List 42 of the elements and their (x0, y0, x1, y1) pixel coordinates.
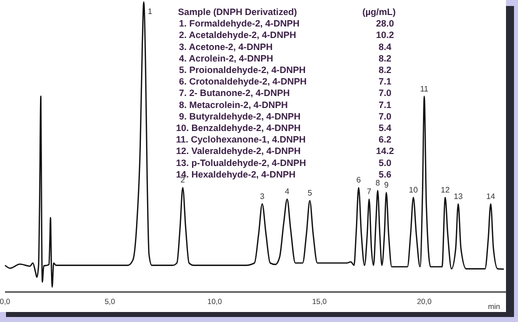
annotation: 5.0 (378, 158, 392, 168)
annotation: 28.0 (376, 18, 394, 29)
annotation: 1 (148, 7, 153, 16)
annotation: 5 (308, 188, 313, 198)
annotation: 3. Acetone-2, 4-DNPH (179, 42, 273, 52)
annotation: (µg/mL) (362, 7, 396, 17)
annotation: 12. Valeraldehyde-2, 4-DNPH (176, 146, 301, 156)
annotation: 7.1 (378, 76, 392, 87)
annotation: 9. Butyraldehyde-2, 4-DNPH (179, 111, 301, 122)
annotation: 13. p-Tolualdehyde-2, 4-DNPH (176, 158, 306, 168)
annotation: 6. Crotonaldehyde-2, 4-DNPH (179, 76, 307, 87)
annotation: 14 (486, 192, 496, 201)
annotation: 7.0 (378, 111, 392, 122)
annotation: 10 (408, 185, 418, 194)
annotation: 7.1 (378, 100, 392, 110)
annotation: Sample (DNPH Derivatized) (178, 7, 297, 17)
annotation: 13 (454, 192, 464, 201)
annotation: 7. 2- Butanone-2, 4-DNPH (179, 88, 290, 98)
annotation: 5.6 (378, 169, 392, 180)
annotation: 8. Metacrolein-2, 4-DNPH (179, 100, 288, 110)
annotation: 8 (375, 178, 380, 188)
annotation: 3 (260, 192, 265, 201)
annotation: 12 (440, 185, 450, 194)
annotation: 11 (420, 84, 429, 94)
annotation: 14.2 (376, 146, 394, 156)
annotation: 9 (384, 180, 390, 190)
annotation: 6 (356, 176, 362, 185)
annotation: 4 (284, 187, 290, 196)
annotation: 8.2 (378, 53, 392, 64)
annotation: 8.4 (378, 42, 392, 52)
annotation: 7.0 (378, 88, 392, 98)
annotation: 7 (366, 187, 372, 196)
annotation: 6.2 (378, 134, 392, 145)
annotation: 5. Proionaldehyde-2, 4-DNPH (179, 65, 306, 75)
annotation: 10. Benzaldehyde-2, 4-DNPH (176, 123, 301, 133)
annotation: 5.4 (378, 123, 392, 133)
annotation: 4. Acrolein-2, 4-DNPH (179, 53, 274, 64)
annotation: 8.2 (378, 65, 392, 75)
annotation: 2. Acetaldehyde-2, 4-DNPH (179, 30, 296, 40)
annotation: 1. Formaldehyde-2, 4-DNPH (179, 18, 300, 29)
annotation: 11. Cyclohexanone-1, 4.DNPH (176, 134, 306, 145)
annotation: 10.2 (376, 30, 394, 40)
